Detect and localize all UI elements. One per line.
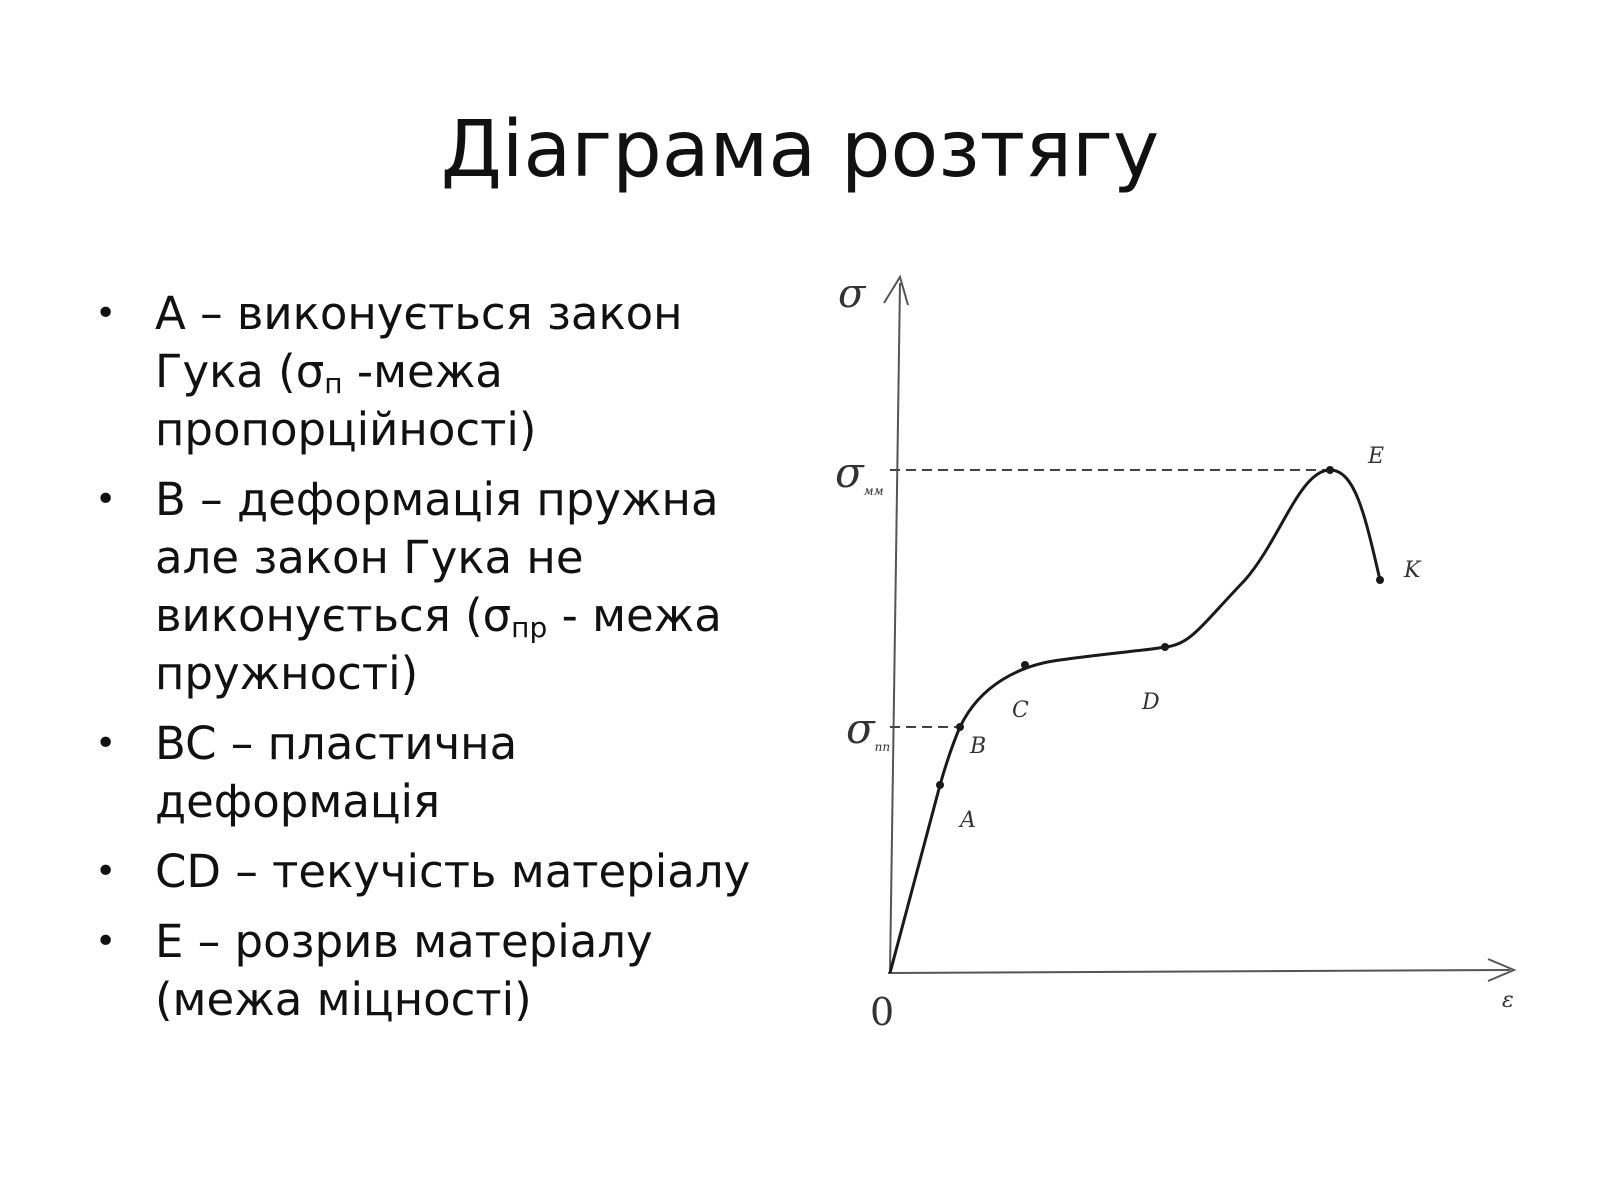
point-a-label: A bbox=[958, 808, 976, 833]
point-c-label: C bbox=[1012, 698, 1029, 723]
y-axis bbox=[889, 282, 901, 974]
bullet-text: Гука (σп -межа bbox=[155, 345, 503, 400]
point-d-marker bbox=[1161, 643, 1169, 651]
point-k-marker bbox=[1376, 576, 1384, 584]
stress-strain-diagram: σ ε 0 σмм σпп A B C D E K bbox=[835, 271, 1517, 1034]
bullet-item-e: • E – розрив матеріалу (межа міцності) bbox=[95, 913, 815, 1029]
bullet-list: • A – виконується закон Гука (σп -межа п… bbox=[95, 285, 815, 1041]
x-axis-label: ε bbox=[1502, 988, 1514, 1013]
bullet-text: A – виконується закон bbox=[155, 287, 683, 340]
y-axis-arrow-icon bbox=[883, 274, 909, 306]
bullet-item-cd: • CD – текучість матеріалу bbox=[95, 843, 815, 901]
y-axis-label: σ bbox=[838, 271, 867, 317]
bullet-text: BC – пластична bbox=[155, 717, 518, 770]
bullet-dot-icon: • bbox=[95, 293, 117, 334]
point-b-marker bbox=[956, 723, 964, 731]
slide-title: Діаграма розтягу bbox=[440, 105, 1160, 195]
x-axis bbox=[887, 969, 1511, 974]
point-a-marker bbox=[936, 781, 944, 789]
point-e-marker bbox=[1326, 466, 1334, 474]
point-b-label: B bbox=[969, 734, 986, 759]
bullet-dot-icon: • bbox=[95, 723, 117, 764]
x-axis-arrow-icon bbox=[1487, 958, 1517, 982]
point-k-label: K bbox=[1403, 558, 1422, 583]
stress-strain-curve bbox=[888, 468, 1382, 974]
point-c-marker bbox=[1021, 661, 1029, 669]
bullet-text: виконується (σпр - межа bbox=[155, 589, 722, 644]
bullet-text: (межа міцності) bbox=[155, 973, 532, 1026]
bullet-item-b: • B – деформація пружна але закон Гука н… bbox=[95, 471, 815, 703]
elastic-limit-label: σпп bbox=[846, 704, 890, 754]
bullet-text: CD – текучість матеріалу bbox=[155, 845, 751, 898]
bullet-text: деформація bbox=[155, 775, 441, 828]
bullet-dot-icon: • bbox=[95, 851, 117, 892]
bullet-dot-icon: • bbox=[95, 921, 117, 962]
bullet-text: E – розрив матеріалу bbox=[155, 915, 653, 968]
bullet-dot-icon: • bbox=[95, 479, 117, 520]
point-e-label: E bbox=[1367, 444, 1384, 469]
bullet-item-a: • A – виконується закон Гука (σп -межа п… bbox=[95, 285, 815, 459]
bullet-text: але закон Гука не bbox=[155, 531, 584, 584]
bullet-text: пропорційності) bbox=[155, 403, 537, 456]
point-d-label: D bbox=[1141, 690, 1160, 715]
ultimate-stress-label: σмм bbox=[835, 448, 884, 498]
bullet-text: B – деформація пружна bbox=[155, 473, 719, 526]
bullet-text: пружності) bbox=[155, 647, 419, 700]
origin-label: 0 bbox=[870, 990, 894, 1034]
bullet-item-bc: • BC – пластична деформація bbox=[95, 715, 815, 831]
